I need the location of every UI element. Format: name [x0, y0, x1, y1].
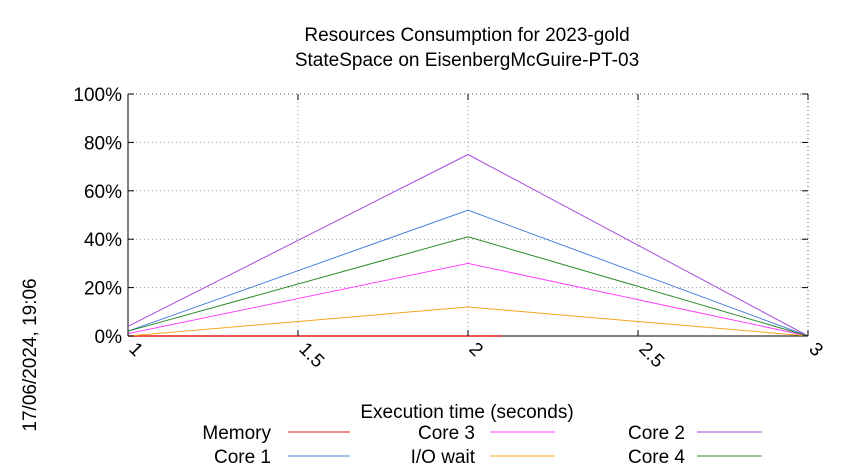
y-tick-label: 80% [84, 133, 122, 154]
y-tick-label: 100% [73, 85, 122, 106]
legend-label: Core 1 [214, 447, 271, 468]
chart-title-line2: StateSpace on EisenbergMcGuire-PT-03 [295, 50, 639, 71]
x-tick-label: 2.5 [634, 339, 668, 373]
timestamp-label: 17/06/2024, 19:06 [20, 278, 41, 431]
legend-label: Memory [202, 423, 271, 444]
x-axis-label: Execution time (seconds) [360, 402, 573, 423]
y-tick-label: 20% [84, 279, 122, 300]
x-tick-label: 1.5 [294, 339, 328, 373]
legend-label: I/O wait [411, 447, 476, 468]
series-line-core-2 [127, 153, 809, 337]
legend: Memory Core 1 Core 3 I/O wait Core 2 Core 4 [202, 423, 762, 468]
y-tick-label: 40% [84, 230, 122, 251]
x-tick-label: 3 [804, 339, 826, 361]
grid [128, 94, 808, 336]
x-tick-label: 1 [124, 339, 146, 361]
y-tick-label: 0% [95, 327, 123, 348]
series-line-i-o-wait [127, 306, 809, 337]
series-lines [127, 153, 809, 337]
axis-ticks: 0% 20% 40% 60% 80% 100% 1 1.5 2 2.5 3 [73, 85, 826, 372]
y-tick-label: 60% [84, 182, 122, 203]
legend-label: Core 3 [418, 423, 475, 444]
x-tick-label: 2 [464, 339, 486, 361]
series-line-core-4 [127, 236, 809, 337]
legend-label: Core 2 [628, 423, 685, 444]
series-line-core-3 [127, 262, 809, 337]
chart-title-line1: Resources Consumption for 2023-gold [304, 25, 629, 46]
series-line-core-1 [127, 209, 809, 337]
legend-label: Core 4 [628, 447, 685, 468]
